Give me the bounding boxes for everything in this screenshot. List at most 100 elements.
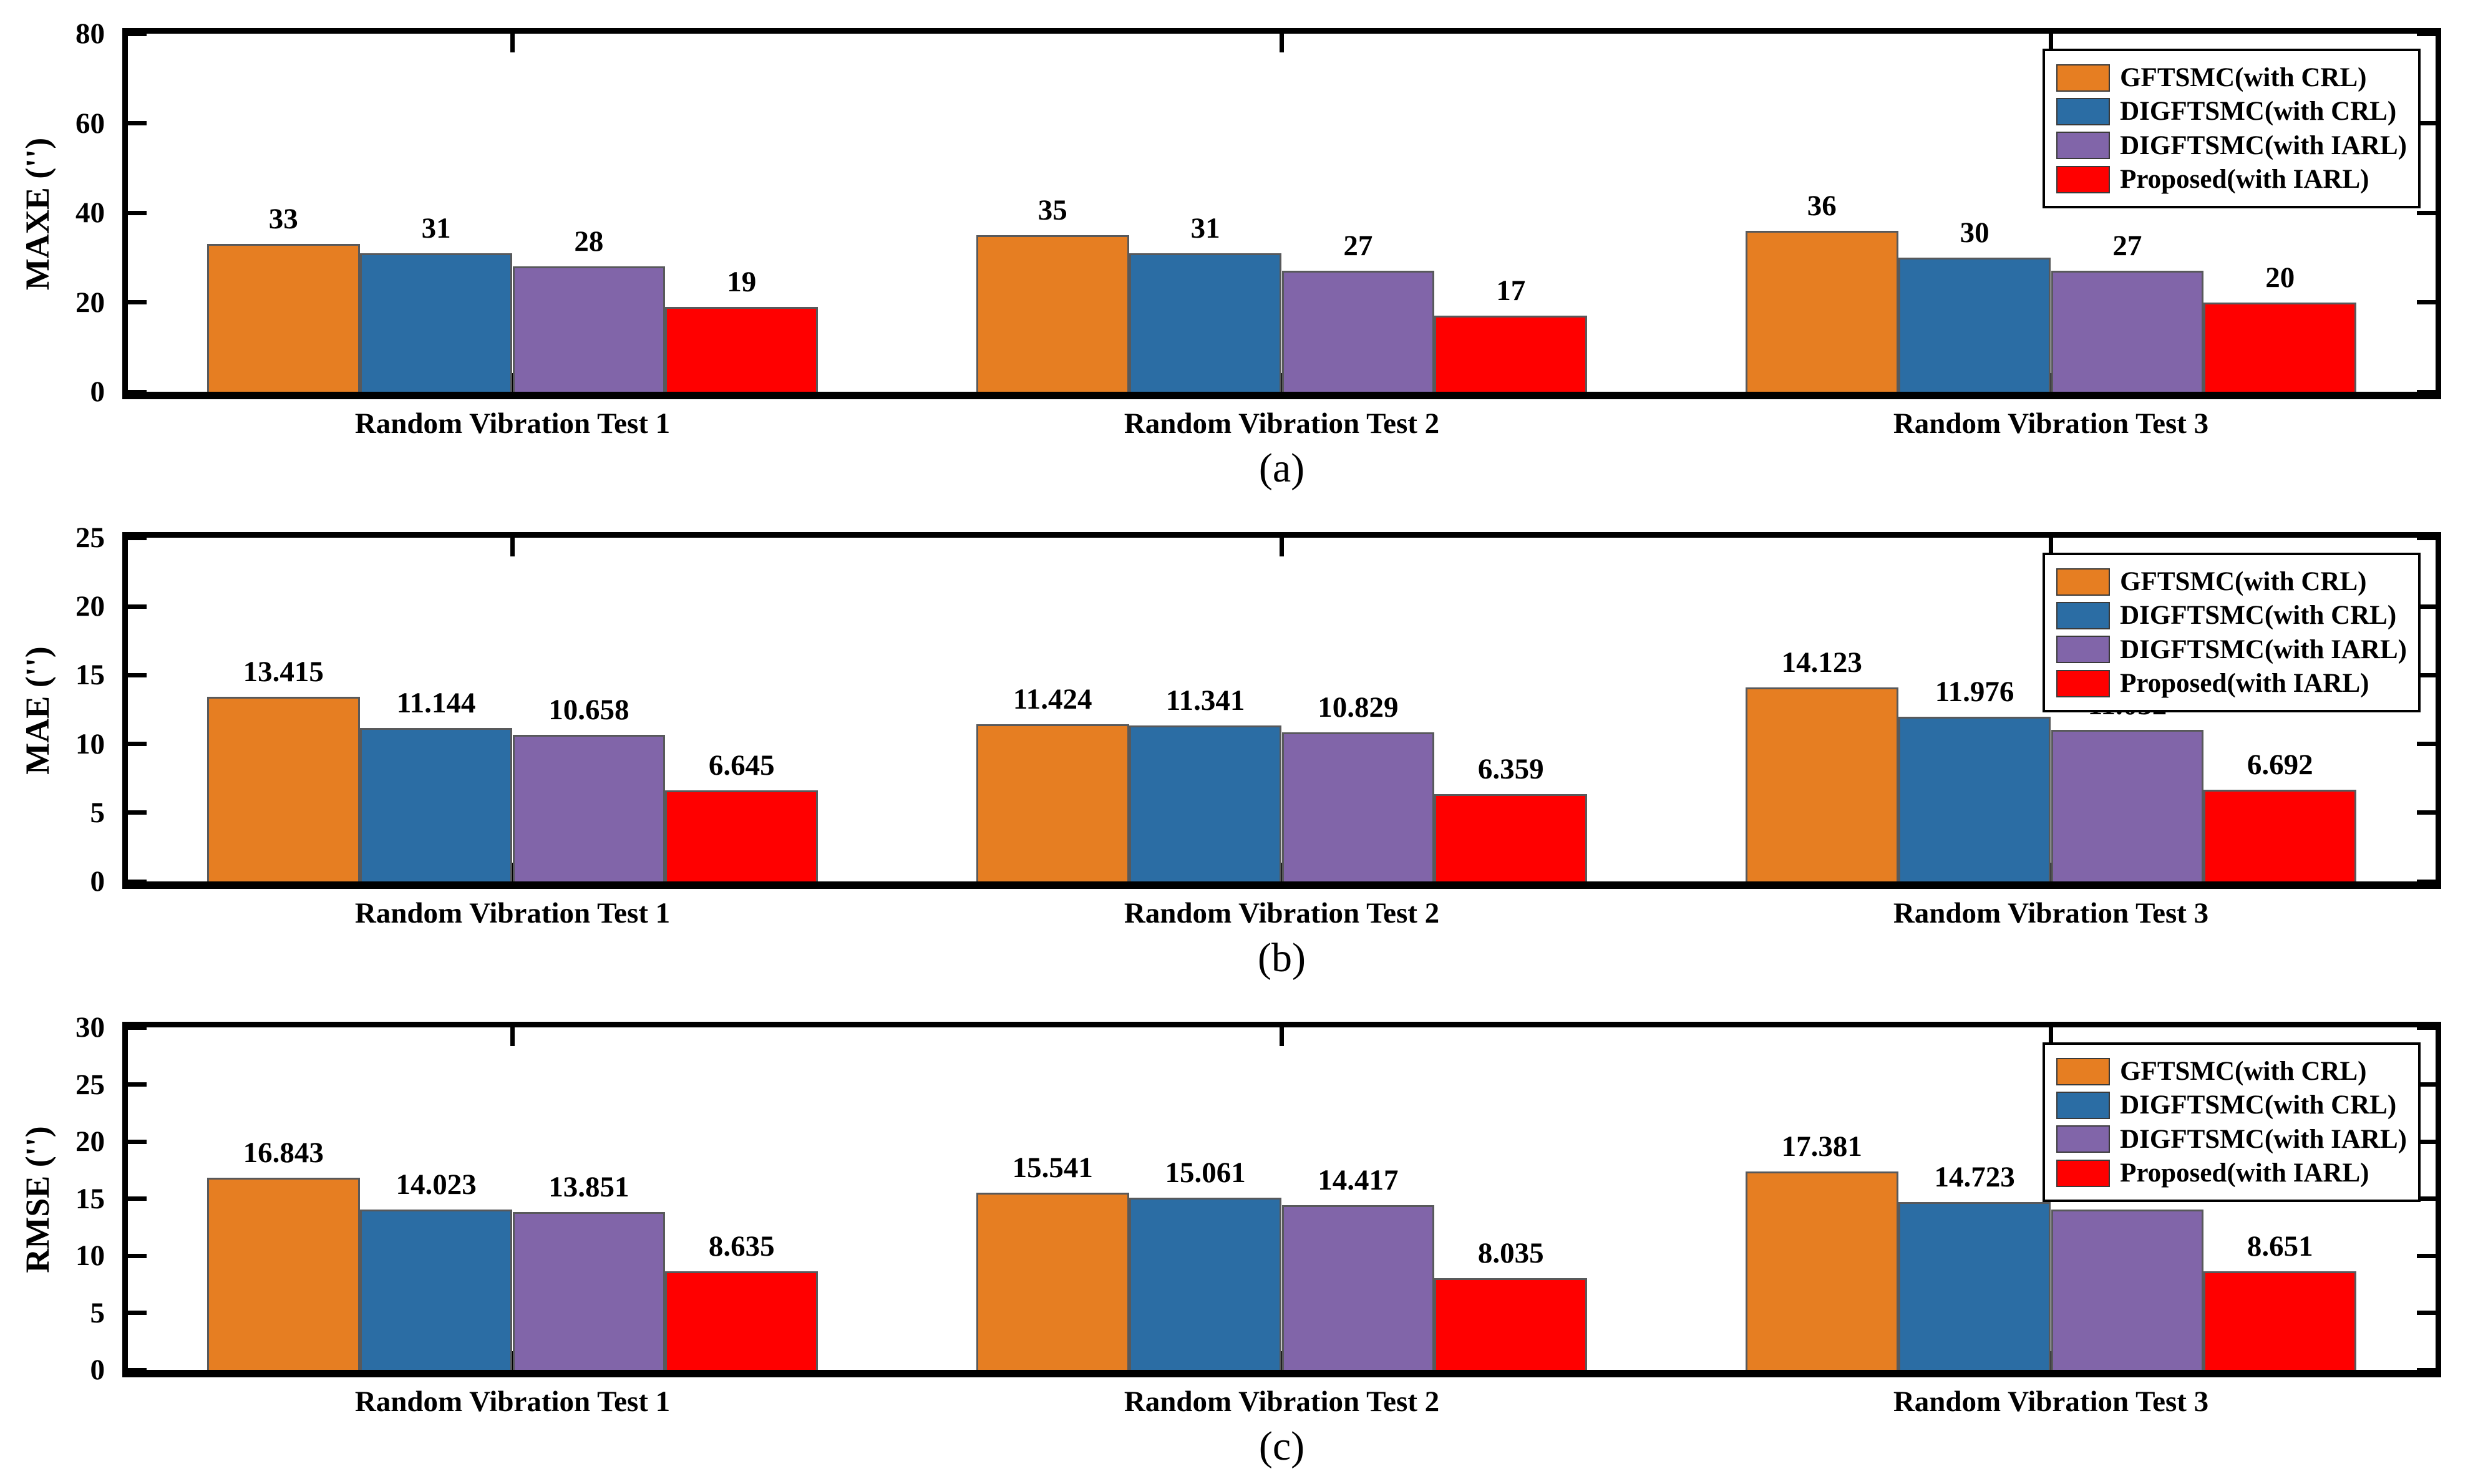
bar — [976, 1192, 1129, 1370]
y-tick-label: 5 — [90, 1296, 105, 1329]
y-tick-mark — [2417, 742, 2436, 747]
bar — [1898, 717, 2051, 881]
bar-value-label: 10.658 — [548, 694, 629, 727]
bar — [976, 724, 1129, 881]
bar-value-label: 10.829 — [1318, 691, 1399, 724]
y-tick-mark — [2417, 672, 2436, 677]
y-tick-mark — [128, 31, 147, 36]
legend-swatch — [2056, 636, 2111, 664]
y-tick-label: 10 — [75, 727, 105, 760]
bar-value-label: 33 — [268, 203, 298, 236]
bar — [665, 790, 819, 881]
y-tick-mark — [128, 389, 147, 394]
bar-value-label: 8.651 — [2247, 1229, 2313, 1263]
bar — [206, 1177, 360, 1370]
x-tick-mark — [1280, 538, 1284, 556]
y-tick-mark — [128, 1311, 147, 1315]
y-tick-mark — [2417, 389, 2436, 394]
legend: GFTSMC(with CRL) DIGFTSMC(with CRL) DIGFTS… — [2043, 1042, 2421, 1203]
y-tick-mark — [2417, 604, 2436, 609]
legend-label: Proposed(with IARL) — [2120, 1158, 2369, 1188]
bar-value-label: 28 — [574, 225, 604, 258]
legend-swatch — [2056, 165, 2111, 193]
plot-area: 33 35 36 31 31 30 28 27 27 19 17 20 GFTSMC(with CRL)… — [122, 28, 2441, 399]
bar-value-label: 11.976 — [1935, 676, 2014, 709]
legend-swatch — [2056, 132, 2111, 160]
bar-value-label: 8.635 — [708, 1229, 775, 1263]
legend-item: Proposed(with IARL) — [2056, 165, 2407, 194]
legend-label: DIGFTSMC(with IARL) — [2120, 634, 2407, 664]
x-category-label: Random Vibration Test 3 — [1893, 407, 2209, 440]
legend-label: GFTSMC(with CRL) — [2120, 1057, 2367, 1086]
y-tick-mark — [128, 210, 147, 215]
x-category-label: Random Vibration Test 2 — [1124, 897, 1440, 929]
x-tick-mark — [510, 34, 515, 52]
bar-value-label: 8.035 — [1477, 1236, 1544, 1269]
legend-label: Proposed(with IARL) — [2120, 164, 2369, 194]
y-tick-label: 5 — [90, 796, 105, 829]
legend-swatch — [2056, 601, 2111, 629]
bar-value-label: 17.381 — [1781, 1130, 1862, 1163]
bar — [976, 235, 1129, 392]
panel-letter: (a) — [1258, 445, 1305, 491]
bar — [1434, 1278, 1588, 1370]
legend-item: DIGFTSMC(with CRL) — [2056, 601, 2407, 630]
y-tick-mark — [128, 604, 147, 609]
legend-label: DIGFTSMC(with IARL) — [2120, 130, 2407, 160]
bar — [1434, 793, 1588, 881]
legend-item: DIGFTSMC(with CRL) — [2056, 1090, 2407, 1120]
legend-label: DIGFTSMC(with CRL) — [2120, 1090, 2397, 1120]
bar — [206, 697, 360, 881]
legend-label: DIGFTSMC(with CRL) — [2120, 97, 2397, 127]
legend-label: DIGFTSMC(with IARL) — [2120, 1124, 2407, 1154]
bar — [359, 728, 513, 881]
legend-item: GFTSMC(with CRL) — [2056, 63, 2407, 92]
y-tick-mark — [128, 121, 147, 125]
bar-value-label: 15.541 — [1012, 1151, 1093, 1184]
y-tick-label: 0 — [90, 865, 105, 898]
y-tick-mark — [128, 1025, 147, 1030]
legend-item: DIGFTSMC(with IARL) — [2056, 131, 2407, 160]
y-tick-label: 20 — [75, 286, 105, 319]
bar — [2051, 1209, 2204, 1370]
y-tick-mark — [2417, 810, 2436, 815]
y-tick-mark — [2417, 1311, 2436, 1315]
x-tick-mark — [2049, 34, 2053, 52]
bar-value-label: 6.645 — [708, 749, 775, 782]
bar — [1898, 1201, 2051, 1370]
y-tick-mark — [2417, 300, 2436, 304]
bar — [665, 306, 819, 392]
legend-item: GFTSMC(with CRL) — [2056, 1057, 2407, 1086]
bar — [1281, 1205, 1435, 1370]
bar — [1129, 725, 1282, 881]
y-tick-mark — [2417, 1253, 2436, 1258]
bar-value-label: 14.417 — [1318, 1164, 1399, 1197]
bar-value-label: 13.851 — [548, 1170, 629, 1203]
y-tick-mark — [128, 1082, 147, 1087]
bar — [512, 735, 666, 881]
x-category-label: Random Vibration Test 1 — [354, 1385, 671, 1418]
y-tick-mark — [128, 810, 147, 815]
legend-swatch — [2056, 1091, 2111, 1119]
legend-item: DIGFTSMC(with CRL) — [2056, 97, 2407, 126]
y-tick-label: 15 — [75, 1182, 105, 1215]
bar-value-label: 16.843 — [243, 1136, 324, 1169]
bar — [1281, 271, 1435, 392]
y-tick-mark — [128, 1196, 147, 1201]
x-tick-mark — [510, 1027, 515, 1046]
legend-label: GFTSMC(with CRL) — [2120, 567, 2367, 596]
y-tick-mark — [128, 1139, 147, 1144]
y-tick-label: 20 — [75, 590, 105, 623]
x-category-label: Random Vibration Test 3 — [1893, 897, 2209, 929]
legend-item: DIGFTSMC(with IARL) — [2056, 635, 2407, 664]
y-tick-mark — [2417, 1025, 2436, 1030]
panel-letter: (c) — [1258, 1423, 1305, 1469]
bar-value-label: 11.424 — [1013, 683, 1092, 716]
bar — [2203, 302, 2357, 392]
y-tick-mark — [128, 1367, 147, 1372]
bar-value-label: 36 — [1807, 189, 1837, 222]
x-category-label: Random Vibration Test 2 — [1124, 407, 1440, 440]
x-category-label: Random Vibration Test 1 — [354, 897, 671, 929]
x-tick-mark — [1280, 1027, 1284, 1046]
